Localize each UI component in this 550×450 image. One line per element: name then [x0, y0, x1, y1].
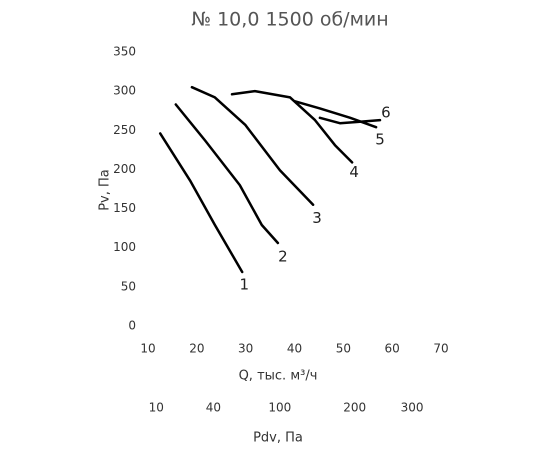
y-tick-label: 250	[113, 123, 136, 137]
series-label: 4	[349, 163, 359, 181]
x-tick-label: 20	[189, 342, 204, 356]
series-line	[190, 85, 315, 206]
series-line	[318, 116, 382, 125]
series-label: 1	[239, 275, 249, 293]
chart-title: № 10,0 1500 об/мин	[191, 9, 388, 31]
x2-tick-label: 200	[343, 401, 366, 415]
y-tick-label: 100	[113, 240, 136, 254]
x-axis-title: Q, тыс. м³/ч	[239, 369, 318, 384]
series-label: 6	[381, 104, 391, 122]
y-axis-title: Pv, Па	[98, 169, 113, 211]
y-tick-label: 300	[113, 84, 136, 98]
x-tick-label: 40	[287, 342, 302, 356]
y-tick-label: 50	[121, 279, 136, 293]
series-line	[174, 103, 280, 245]
series-line	[230, 89, 354, 164]
series-label: 2	[278, 248, 288, 266]
x2-tick-label: 10	[149, 401, 164, 415]
x2-tick-label: 40	[206, 401, 221, 415]
x-tick-label: 50	[336, 342, 351, 356]
series-label: 3	[312, 209, 322, 227]
x2-tick-label: 300	[401, 401, 424, 415]
series-line	[158, 132, 244, 274]
y-tick-label: 150	[113, 201, 136, 215]
x-tick-label: 70	[433, 342, 448, 356]
y-tick-label: 0	[128, 319, 136, 333]
x-tick-label: 30	[238, 342, 253, 356]
y-tick-label: 200	[113, 162, 136, 176]
y-tick-label: 350	[113, 45, 136, 59]
x2-axis-title: Pdv, Па	[253, 431, 303, 446]
x-tick-label: 60	[385, 342, 400, 356]
x-tick-label: 10	[140, 342, 155, 356]
x2-tick-label: 100	[268, 401, 291, 415]
series-label: 5	[375, 131, 385, 149]
